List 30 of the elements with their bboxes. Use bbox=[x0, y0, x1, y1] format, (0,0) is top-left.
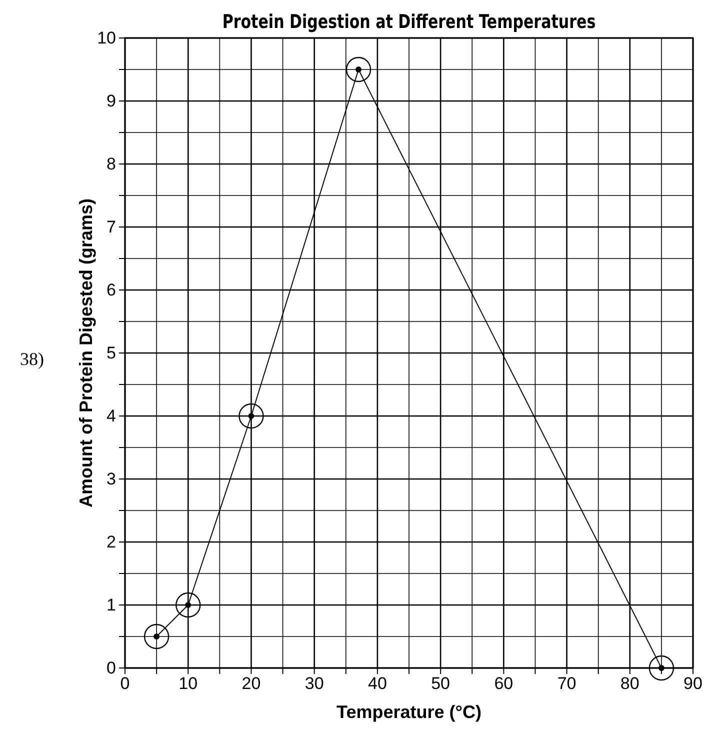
point bbox=[346, 56, 372, 82]
point bbox=[238, 403, 264, 429]
y-tick-label: 6 bbox=[106, 280, 116, 300]
y-axis-title: Amount of Protein Digested (grams) bbox=[76, 198, 96, 508]
x-tick-label: 60 bbox=[494, 674, 514, 694]
y-tick-label: 7 bbox=[106, 217, 116, 236]
y-tick-label: 8 bbox=[106, 154, 116, 174]
point bbox=[648, 655, 674, 681]
x-tick-label: 90 bbox=[684, 674, 702, 694]
x-tick-label: 40 bbox=[368, 674, 387, 694]
x-tick-label: 10 bbox=[178, 674, 198, 694]
x-tick-label: 70 bbox=[557, 674, 576, 694]
x-tick-label: 20 bbox=[242, 674, 261, 694]
y-tick-label: 1 bbox=[106, 595, 116, 614]
x-tick-label: 50 bbox=[431, 674, 450, 694]
y-tick-label: 2 bbox=[106, 532, 116, 552]
y-tick-label: 9 bbox=[106, 91, 116, 110]
point bbox=[144, 624, 170, 650]
x-tick-label: 30 bbox=[304, 674, 324, 694]
y-tick-label: 5 bbox=[106, 343, 116, 362]
y-tick-label: 4 bbox=[106, 406, 116, 426]
point bbox=[176, 592, 201, 618]
y-tick-label: 3 bbox=[106, 469, 116, 488]
y-tick-label: 0 bbox=[106, 658, 116, 678]
chart-title: Protein Digestion at Different Temperatures bbox=[222, 11, 596, 34]
x-tick-label: 80 bbox=[620, 674, 640, 694]
x-tick-label: 0 bbox=[120, 674, 130, 694]
text: 38) bbox=[20, 349, 44, 369]
y-tick-label: 10 bbox=[97, 28, 116, 48]
x-axis-title: Temperature (°C) bbox=[336, 702, 482, 722]
